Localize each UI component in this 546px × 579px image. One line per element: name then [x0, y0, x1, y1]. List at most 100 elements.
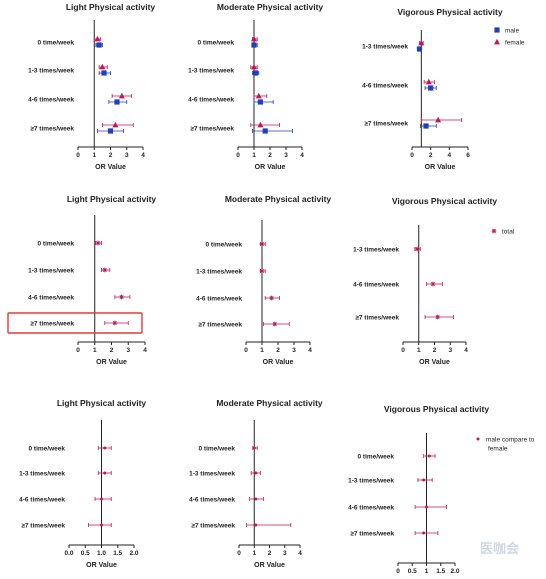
x-tick-label: 3: [126, 347, 130, 354]
data-point: [251, 35, 257, 42]
legend-marker: [476, 437, 480, 441]
x-tick-label: 4: [300, 152, 304, 159]
data-point: [425, 505, 428, 509]
data-point: [423, 123, 429, 129]
forest-panel: Light Physical activity 0 1 2 3 4 OR Value 0 ti…: [7, 194, 157, 366]
data-point: [416, 46, 423, 52]
category-label: ≥7 times/week: [355, 315, 399, 322]
x-tick-label: 3: [292, 347, 296, 354]
x-tick-label: 2: [109, 152, 113, 159]
highlight-box: [7, 312, 143, 334]
x-tick-label: 1: [417, 347, 421, 354]
legend-marker: [494, 27, 500, 33]
data-point: [100, 523, 103, 527]
x-tick-label: 0.5: [408, 568, 417, 575]
data-point: [418, 39, 425, 46]
x-tick-label: 0: [237, 550, 241, 557]
panel-title: Light Physical activity: [66, 2, 156, 12]
category-label: 4-6 times/week: [196, 296, 242, 303]
category-label: 1-3 times/week: [188, 68, 234, 75]
data-point: [99, 63, 106, 70]
data-point: [272, 321, 278, 327]
category-label: 1-3 times/week: [19, 471, 65, 478]
category-label: ≥7 times/week: [198, 322, 242, 329]
forest-panel: Moderate Physical activity 0 1 2 3 4 OR Value 0…: [188, 2, 323, 171]
x-tick-label: 2: [276, 347, 280, 354]
x-tick-label: 1.5: [436, 568, 445, 575]
data-point: [427, 454, 431, 458]
category-label: 1-3 times/week: [189, 471, 235, 478]
data-point: [253, 70, 259, 76]
data-point: [118, 92, 125, 99]
x-tick-label: 0: [244, 347, 248, 354]
category-label: 0 time/week: [38, 241, 75, 248]
x-tick-label: 2.0: [129, 550, 138, 557]
x-tick-label: 0.5: [81, 550, 90, 557]
x-tick-label: 1.0: [97, 550, 106, 557]
category-label: 4-6 times/week: [28, 97, 74, 104]
x-tick-label: 4: [141, 152, 145, 159]
data-point: [255, 92, 262, 99]
forest-panel: Vigorous Physical activity 0 2 4 6 OR Value 1-…: [362, 7, 525, 171]
data-point: [269, 295, 274, 301]
legend-label-line: female: [488, 446, 508, 453]
legend-marker: [491, 228, 497, 234]
x-tick-label: 1: [252, 550, 256, 557]
data-point: [435, 116, 442, 123]
panel-title: Moderate Physical activity: [216, 398, 323, 408]
data-point: [252, 446, 256, 450]
panel-title: Moderate Physical activity: [217, 2, 324, 12]
panel-title: Light Physical activity: [57, 398, 147, 408]
x-tick-label: 3: [125, 152, 129, 159]
category-label: 1-3 times/week: [348, 478, 394, 485]
legend-marker: [494, 38, 500, 45]
category-label: 1-3 times/week: [28, 68, 74, 75]
category-label: ≥7 times/week: [30, 126, 74, 133]
x-tick-label: 0: [76, 347, 80, 354]
x-tick-label: 0: [401, 347, 405, 354]
x-tick-label: 2: [268, 550, 272, 557]
category-label: ≥7 times/week: [364, 121, 408, 128]
data-point: [254, 497, 258, 501]
data-point: [259, 241, 265, 247]
data-point: [262, 128, 268, 134]
x-tick-label: 0: [76, 152, 80, 159]
category-label: 1-3 times/week: [353, 247, 399, 254]
x-tick-label: 4: [464, 347, 468, 354]
category-label: 4-6 times/week: [189, 497, 235, 504]
forest-panel: Light Physical activity 0 1 2 3 4 OR Value 0 ti…: [28, 2, 155, 171]
x-tick-label: 3: [284, 152, 288, 159]
panel-title: Vigorous Physical activity: [397, 7, 502, 17]
x-tick-label: 4: [298, 550, 302, 557]
category-label: 0 time/week: [198, 40, 235, 47]
category-label: ≥7 times/week: [30, 321, 74, 328]
x-axis-title: OR Value: [425, 164, 456, 171]
x-tick-label: 2: [429, 152, 433, 159]
x-axis-title: OR Value: [86, 562, 117, 569]
data-point: [103, 471, 107, 475]
category-label: 4-6 times/week: [19, 497, 65, 504]
data-point: [259, 268, 265, 274]
panel-title: Light Physical activity: [67, 194, 157, 204]
x-tick-label: 4: [143, 347, 147, 354]
forest-panel: Vigorous Physical activity00.511.52.0OR …: [348, 404, 535, 575]
x-tick-label: 0.0: [64, 550, 73, 557]
data-point: [422, 478, 426, 482]
category-label: ≥7 times/week: [350, 531, 394, 538]
x-tick-label: 3: [283, 550, 287, 557]
x-tick-label: 1.5: [113, 550, 122, 557]
panel-title: Vigorous Physical activity: [384, 404, 489, 414]
data-point: [112, 320, 118, 326]
x-tick-label: 2.0: [450, 568, 459, 575]
data-point: [254, 523, 258, 527]
data-point: [100, 497, 103, 501]
data-point: [422, 531, 426, 535]
panel-title: Vigorous Physical activity: [392, 196, 497, 206]
data-point: [102, 267, 108, 273]
data-point: [251, 42, 257, 48]
x-tick-label: 2: [433, 347, 437, 354]
x-tick-label: 6: [466, 152, 470, 159]
category-label: ≥7 times/week: [21, 523, 65, 530]
category-label: 0 time/week: [206, 242, 243, 249]
